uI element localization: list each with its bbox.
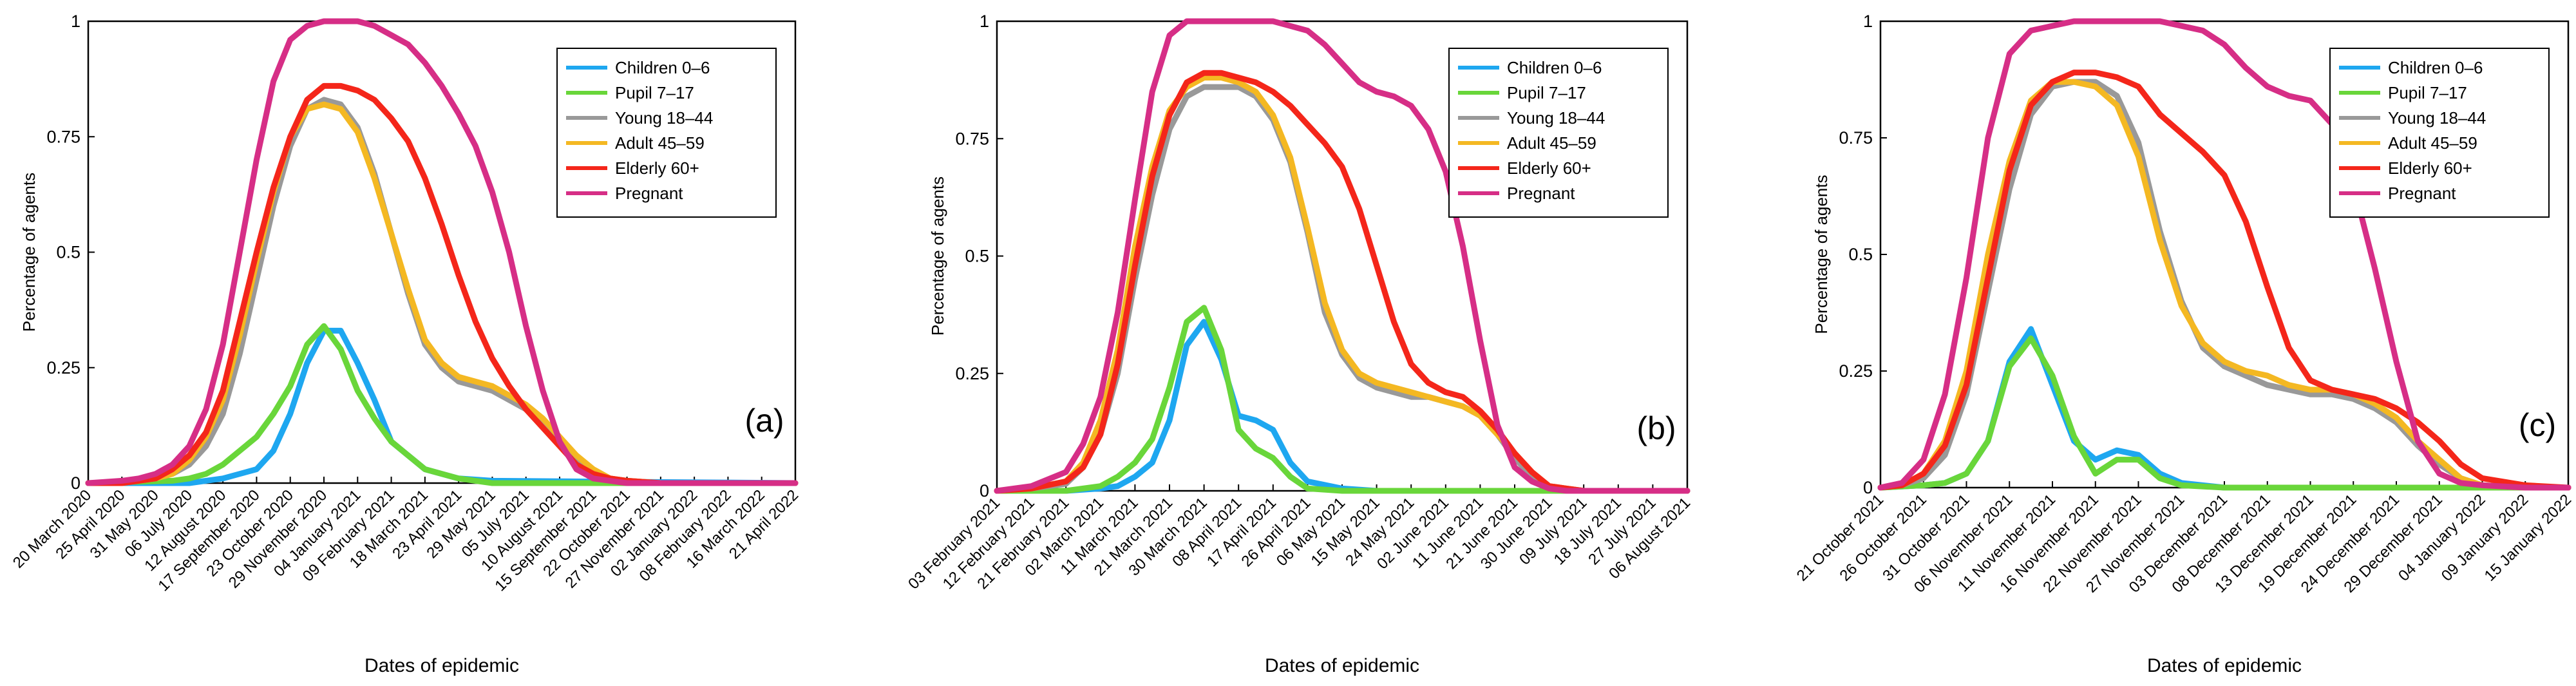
legend-label: Elderly 60+	[1507, 158, 1591, 178]
legend-label: Adult 45–59	[1507, 133, 1596, 153]
legend: Children 0–6 Pupil 7–17 Young 18–44 Adult 4…	[2329, 48, 2550, 218]
legend-label: Pregnant	[1507, 184, 1575, 203]
x-axis-label: Dates of epidemic	[2147, 655, 2302, 676]
series-line	[1877, 18, 2571, 491]
legend: Children 0–6 Pupil 7–17 Young 18–44 Adult 4…	[556, 48, 777, 218]
y-tick-label: 0	[71, 473, 80, 493]
series-line	[994, 319, 1690, 494]
legend-box	[556, 48, 777, 218]
y-tick-label: 0.5	[1848, 245, 1873, 264]
series-line	[1877, 335, 2571, 491]
series-line	[994, 70, 1690, 494]
panel-label: (a)	[744, 403, 784, 439]
series-line	[1877, 70, 2571, 491]
legend-box	[2329, 48, 2550, 218]
legend-label: Pupil 7–17	[2388, 83, 2467, 102]
panel-label: (c)	[2519, 407, 2556, 443]
legend-label: Children 0–6	[615, 58, 710, 77]
series-line	[994, 18, 1690, 494]
legend-label: Young 18–44	[2388, 108, 2486, 128]
y-tick-label: 0.75	[46, 127, 80, 146]
y-tick-label: 1	[1863, 12, 1873, 31]
y-tick-label: 0.75	[1839, 128, 1873, 148]
y-axis-label: Percentage of agents	[19, 173, 39, 332]
legend-label: Young 18–44	[1507, 108, 1605, 128]
y-tick-label: 0	[1863, 478, 1873, 497]
legend-label: Pregnant	[2388, 184, 2456, 203]
y-tick-label: 0.25	[1839, 361, 1873, 381]
y-tick-label: 0.5	[56, 243, 80, 262]
y-tick-label: 0.5	[965, 247, 989, 266]
legend: Children 0–6 Pupil 7–17 Young 18–44 Adult 4…	[1448, 48, 1669, 218]
legend-label: Pupil 7–17	[615, 83, 694, 102]
y-tick-label: 0.75	[955, 129, 989, 148]
legend-label: Pupil 7–17	[1507, 83, 1586, 102]
y-tick-label: 0.25	[955, 364, 989, 383]
y-tick-label: 1	[980, 12, 989, 31]
y-tick-label: 0.25	[46, 358, 80, 377]
y-tick-label: 0	[980, 481, 989, 500]
legend-label: Elderly 60+	[615, 158, 699, 178]
series-line	[85, 323, 799, 486]
series-line	[85, 82, 799, 486]
y-axis-label: Percentage of agents	[928, 176, 947, 336]
y-axis-label: Percentage of agents	[1812, 175, 1831, 334]
legend-label: Young 18–44	[615, 108, 713, 128]
series-line	[994, 305, 1690, 494]
legend-label: Adult 45–59	[615, 133, 705, 153]
panel-label: (b)	[1636, 410, 1676, 446]
legend-label: Elderly 60+	[2388, 158, 2472, 178]
legend-box	[1448, 48, 1669, 218]
y-tick-label: 1	[71, 12, 80, 31]
legend-label: Children 0–6	[2388, 58, 2483, 77]
series-line	[85, 18, 799, 486]
legend-label: Adult 45–59	[2388, 133, 2477, 153]
x-axis-label: Dates of epidemic	[1265, 655, 1419, 676]
legend-label: Pregnant	[615, 184, 683, 203]
legend-label: Children 0–6	[1507, 58, 1602, 77]
x-axis-label: Dates of epidemic	[365, 655, 519, 676]
